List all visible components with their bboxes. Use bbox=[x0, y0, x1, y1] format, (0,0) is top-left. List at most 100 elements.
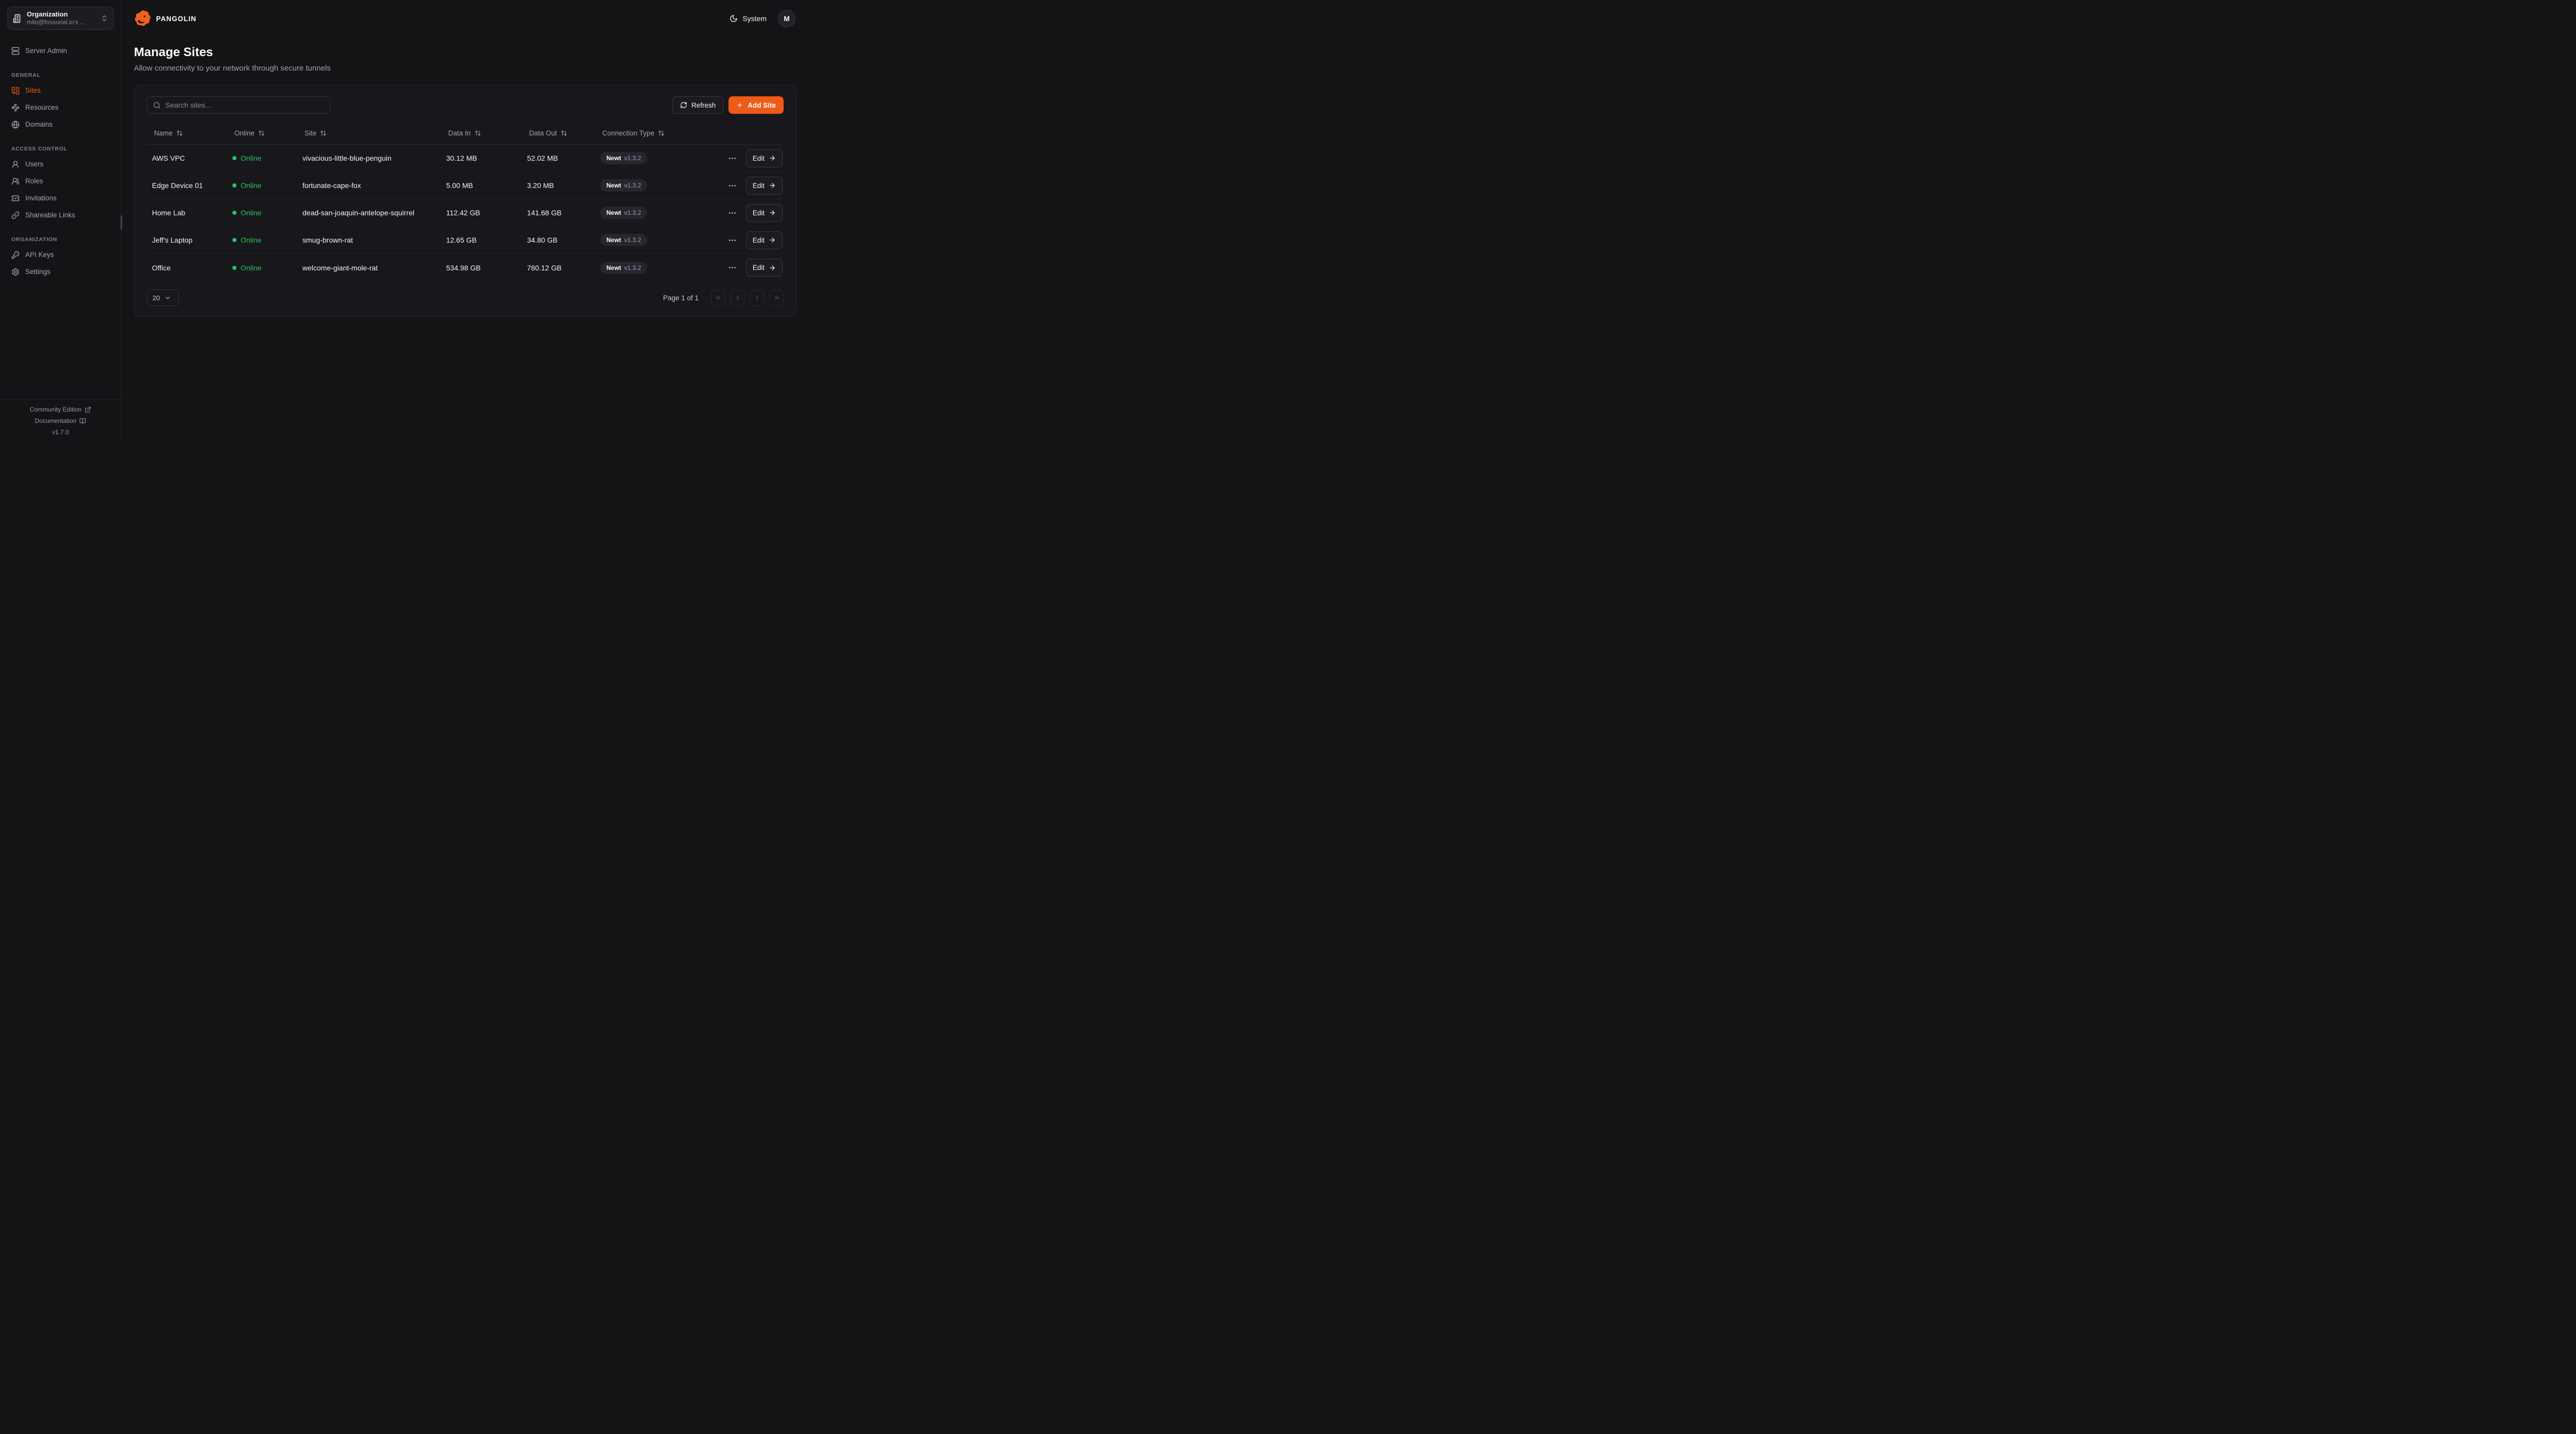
org-switcher-title: Organization bbox=[27, 10, 68, 18]
sidebar-item-label: Resources bbox=[25, 104, 59, 111]
row-menu-button[interactable] bbox=[727, 208, 738, 218]
sidebar-item-users[interactable]: Users bbox=[7, 156, 114, 173]
theme-toggle-label: System bbox=[742, 14, 767, 23]
section-label-general: GENERAL bbox=[11, 72, 41, 78]
add-site-button[interactable]: Add Site bbox=[728, 96, 784, 114]
sites-table: Name Online Site bbox=[147, 122, 784, 281]
org-switcher-value: milo@fossorial.io's ... bbox=[27, 19, 86, 26]
sidebar-item-roles[interactable]: Roles bbox=[7, 173, 114, 190]
sidebar-item-sites[interactable]: Sites bbox=[7, 82, 114, 99]
search-box bbox=[147, 96, 330, 114]
search-input[interactable] bbox=[165, 101, 324, 109]
org-switcher[interactable]: Organization milo@fossorial.io's ... bbox=[7, 7, 114, 30]
sidebar-item-label: Roles bbox=[25, 177, 43, 185]
sidebar-item-label: Settings bbox=[25, 268, 50, 276]
chevrons-left-icon bbox=[716, 296, 720, 300]
community-edition-link[interactable]: Community Edition bbox=[30, 406, 92, 413]
sort-icon bbox=[177, 130, 182, 136]
last-page-button[interactable] bbox=[770, 289, 784, 306]
column-header-name[interactable]: Name bbox=[147, 129, 227, 137]
chevron-down-icon bbox=[166, 296, 170, 299]
arrow-right-icon bbox=[770, 265, 775, 270]
connection-type-badge: Newt v1.3.2 bbox=[600, 234, 648, 246]
row-menu-button[interactable] bbox=[727, 262, 738, 273]
documentation-link[interactable]: Documentation bbox=[35, 417, 87, 424]
first-page-button[interactable] bbox=[711, 289, 725, 306]
search-icon bbox=[154, 101, 160, 109]
page-size-value: 20 bbox=[152, 294, 160, 302]
page-size-select[interactable]: 20 bbox=[147, 289, 179, 306]
site-name-cell: Office bbox=[152, 263, 171, 272]
online-dot-icon bbox=[232, 265, 236, 270]
edit-label: Edit bbox=[752, 154, 765, 162]
online-status-label: Online bbox=[241, 263, 262, 272]
plus-icon bbox=[737, 103, 742, 108]
site-name-cell: AWS VPC bbox=[152, 154, 185, 162]
sidebar-item-domains[interactable]: Domains bbox=[7, 116, 114, 133]
edit-button[interactable]: Edit bbox=[745, 203, 783, 222]
table-row: Office Online welcome-giant-mole-rat 534… bbox=[147, 254, 784, 281]
data-in-cell: 5.00 MB bbox=[446, 181, 473, 190]
column-header-site[interactable]: Site bbox=[297, 129, 441, 137]
column-header-online[interactable]: Online bbox=[227, 129, 297, 137]
row-menu-button[interactable] bbox=[727, 180, 738, 191]
sites-card: Refresh Add Site Name bbox=[134, 84, 796, 317]
column-header-data-in[interactable]: Data In bbox=[441, 129, 522, 137]
column-header-data-out[interactable]: Data Out bbox=[522, 129, 595, 137]
data-in-cell: 112.42 GB bbox=[446, 209, 480, 217]
prev-page-button[interactable] bbox=[731, 289, 744, 306]
sidebar-item-server-admin[interactable]: Server Admin bbox=[7, 42, 114, 59]
connection-type-badge: Newt v1.3.2 bbox=[600, 179, 648, 192]
refresh-button[interactable]: Refresh bbox=[672, 96, 724, 114]
link-icon bbox=[11, 211, 20, 219]
sidebar-item-label: Shareable Links bbox=[25, 211, 75, 219]
online-status-label: Online bbox=[241, 154, 262, 162]
site-name-cell: Jeff's Laptop bbox=[152, 236, 193, 244]
sidebar-resize-handle[interactable] bbox=[121, 215, 122, 230]
connection-type-cell: Newt v1.3.2 bbox=[595, 207, 723, 219]
data-out-cell: 780.12 GB bbox=[527, 263, 562, 272]
table-row: AWS VPC Online vivacious-little-blue-pen… bbox=[147, 145, 784, 172]
app-version: v1.7.0 bbox=[52, 429, 69, 436]
sort-icon bbox=[658, 130, 664, 136]
online-status-label: Online bbox=[241, 181, 262, 190]
row-menu-button[interactable] bbox=[727, 235, 738, 246]
chevron-right-icon bbox=[756, 295, 758, 300]
edit-button[interactable]: Edit bbox=[745, 176, 783, 195]
column-header-connection-type[interactable]: Connection Type bbox=[595, 129, 723, 137]
next-page-button[interactable] bbox=[750, 289, 764, 306]
table-header-row: Name Online Site bbox=[147, 122, 784, 145]
edit-button[interactable]: Edit bbox=[745, 231, 783, 249]
row-menu-button[interactable] bbox=[727, 153, 738, 164]
connection-type-badge: Newt v1.3.2 bbox=[600, 261, 648, 274]
ellipsis-icon bbox=[729, 184, 736, 186]
connection-type-version: v1.3.2 bbox=[624, 209, 641, 216]
avatar[interactable]: M bbox=[778, 10, 795, 27]
page-title: Manage Sites bbox=[134, 45, 213, 59]
sidebar: Organization milo@fossorial.io's ... Ser… bbox=[0, 0, 122, 443]
online-dot-icon bbox=[232, 156, 236, 160]
server-icon bbox=[11, 47, 20, 55]
connection-type-version: v1.3.2 bbox=[624, 155, 641, 162]
sidebar-item-resources[interactable]: Resources bbox=[7, 99, 114, 116]
arrow-right-icon bbox=[770, 237, 775, 243]
refresh-label: Refresh bbox=[691, 101, 716, 109]
theme-toggle[interactable]: System bbox=[730, 14, 767, 23]
waypoints-icon bbox=[11, 104, 20, 111]
sidebar-item-settings[interactable]: Settings bbox=[7, 263, 114, 280]
building-icon bbox=[13, 14, 21, 23]
connection-type-version: v1.3.2 bbox=[624, 182, 641, 189]
pangolin-logo bbox=[134, 10, 150, 26]
sidebar-item-invitations[interactable]: Invitations bbox=[7, 190, 114, 207]
online-status-cell: Online bbox=[227, 209, 297, 217]
connection-type-cell: Newt v1.3.2 bbox=[595, 261, 723, 274]
sidebar-item-shareable-links[interactable]: Shareable Links bbox=[7, 207, 114, 224]
sort-icon bbox=[561, 130, 567, 136]
edit-label: Edit bbox=[752, 209, 765, 217]
sidebar-item-api-keys[interactable]: API Keys bbox=[7, 246, 114, 263]
sidebar-nav: Server Admin GENERAL Sites Resources bbox=[0, 35, 121, 399]
online-dot-icon bbox=[232, 238, 236, 242]
edit-button[interactable]: Edit bbox=[745, 259, 783, 277]
documentation-label: Documentation bbox=[35, 417, 77, 424]
edit-button[interactable]: Edit bbox=[745, 149, 783, 167]
